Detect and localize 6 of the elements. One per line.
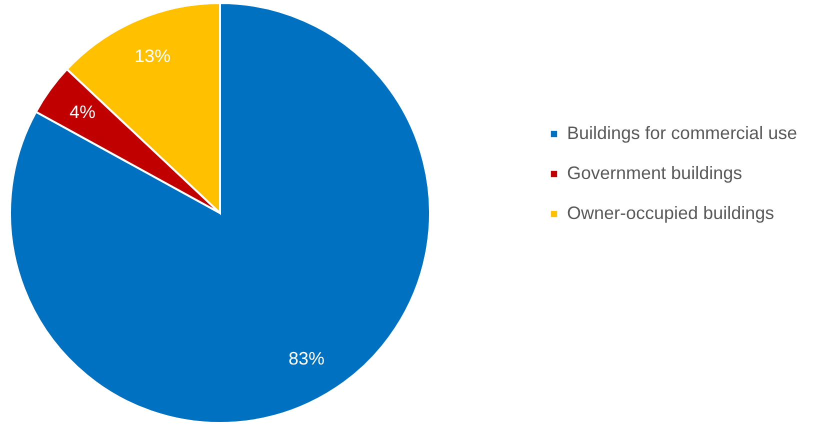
- legend-label: Government buildings: [567, 163, 742, 183]
- legend-label: Buildings for commercial use: [567, 123, 798, 143]
- data-label: 13%: [134, 46, 170, 66]
- data-label: 4%: [69, 102, 96, 122]
- data-label: 83%: [288, 348, 325, 368]
- legend-label: Owner-occupied buildings: [567, 203, 774, 223]
